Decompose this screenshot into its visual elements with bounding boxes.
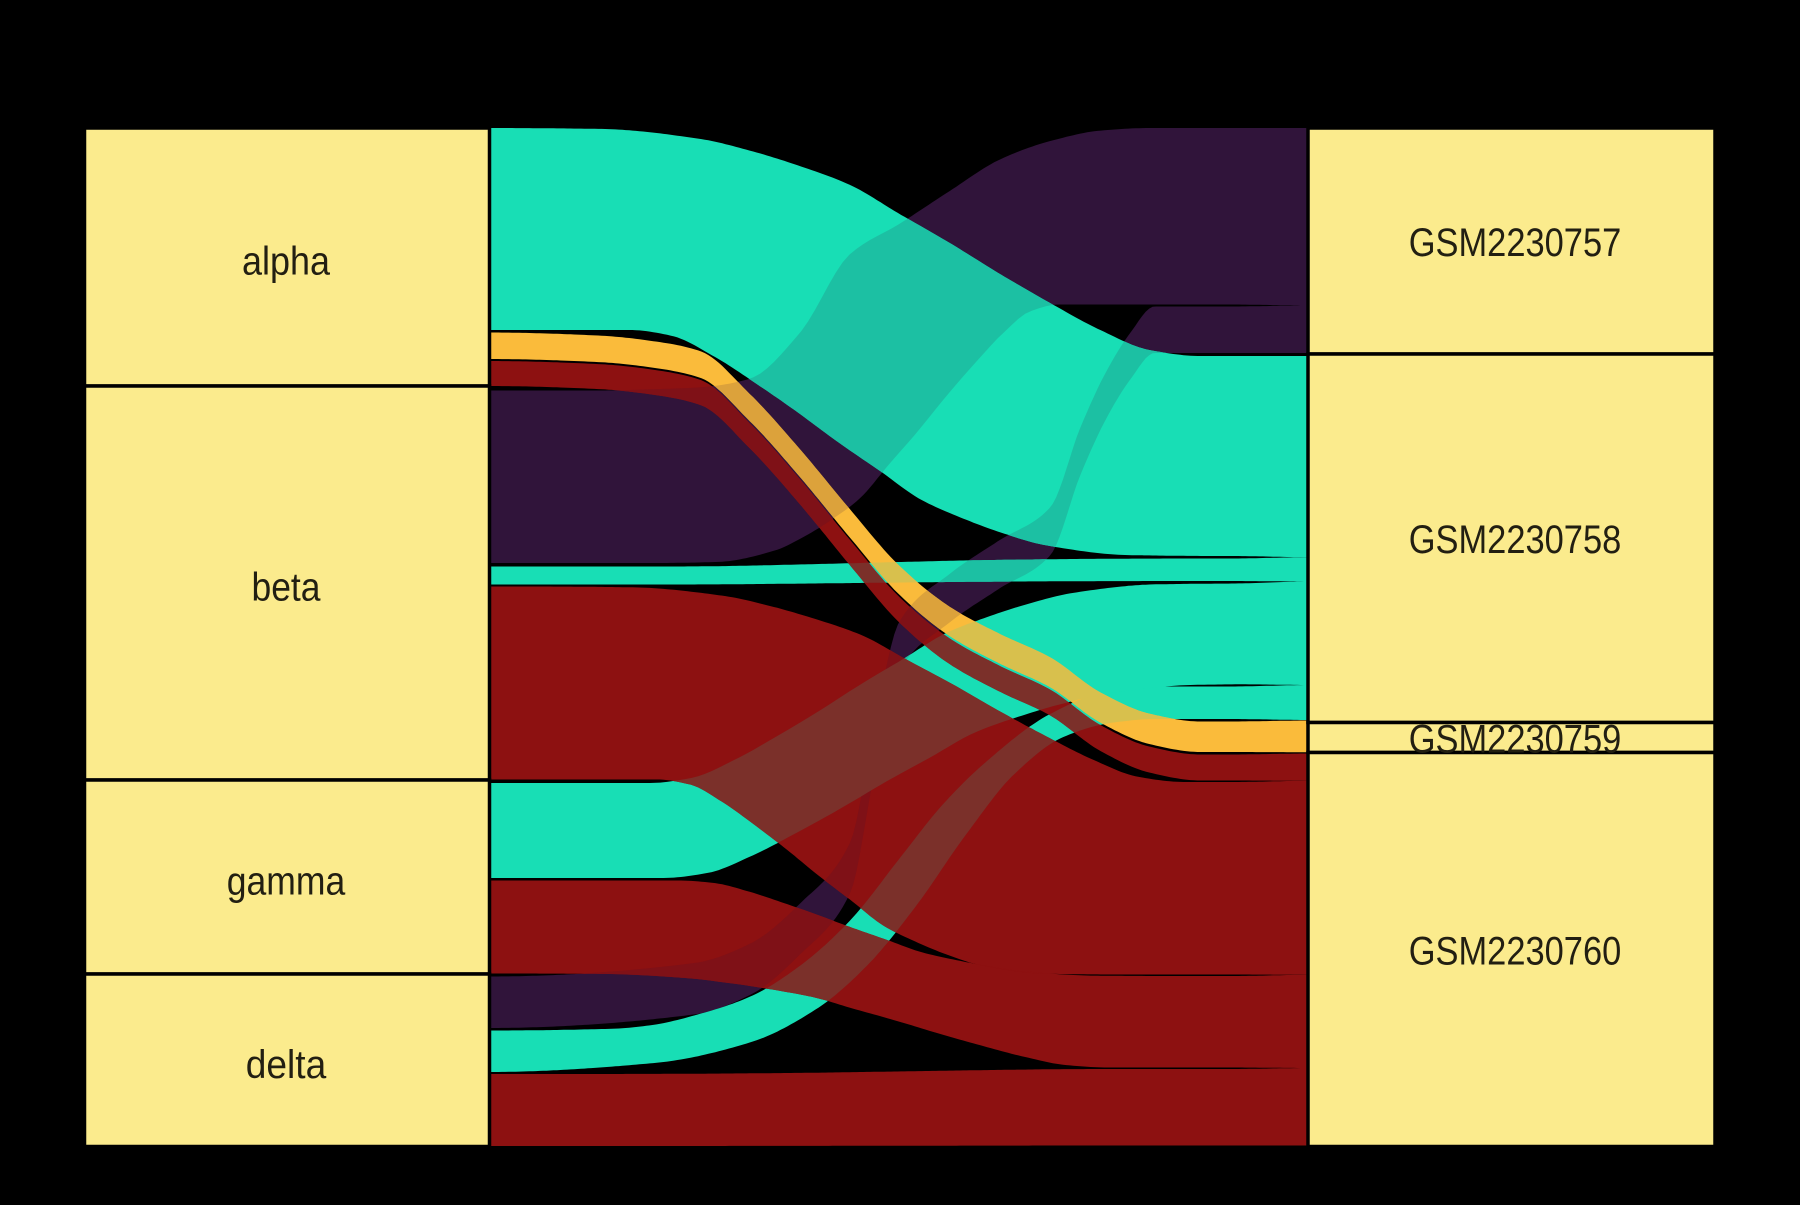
- svg-text:GSM2230757: GSM2230757: [1409, 221, 1622, 265]
- svg-text:GSM2230760: GSM2230760: [1409, 930, 1622, 974]
- svg-text:alpha: alpha: [242, 240, 331, 284]
- svg-text:beta: beta: [252, 566, 322, 610]
- svg-text:GSM2230758: GSM2230758: [1409, 518, 1622, 562]
- svg-text:delta: delta: [246, 1043, 327, 1087]
- svg-text:GSM2230759: GSM2230759: [1409, 718, 1622, 762]
- svg-text:gamma: gamma: [227, 860, 346, 904]
